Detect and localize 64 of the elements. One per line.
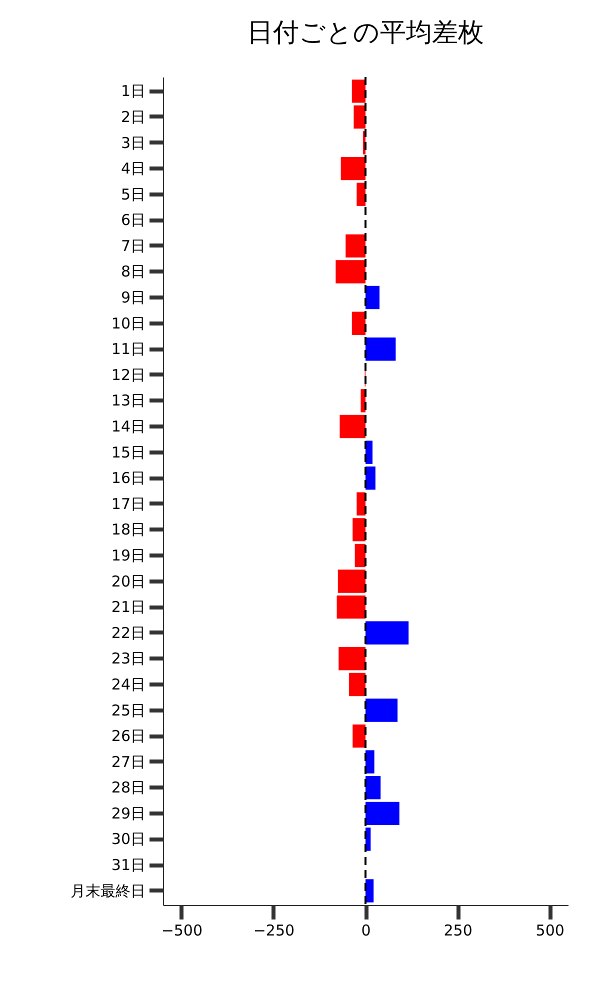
- y-tick-label: 22日: [111, 624, 146, 642]
- y-tick-label: 16日: [111, 469, 146, 488]
- bar: [366, 802, 400, 826]
- y-tick-label: 25日: [111, 701, 146, 720]
- bar: [352, 724, 366, 748]
- x-tick-label: 0: [361, 922, 371, 940]
- bar: [346, 234, 366, 258]
- bar: [340, 414, 366, 438]
- y-tick-label: 10日: [111, 314, 146, 332]
- bar: [354, 105, 366, 129]
- y-tick-label: 9日: [120, 288, 146, 307]
- bar: [366, 698, 398, 722]
- y-tick-label: 27日: [111, 752, 146, 771]
- y-tick-label: 31日: [111, 856, 146, 874]
- bar: [336, 595, 366, 619]
- y-tick-label: 29日: [111, 804, 146, 822]
- y-tick-label: 28日: [111, 778, 146, 797]
- bar: [336, 260, 366, 284]
- bar: [348, 672, 366, 696]
- y-tick-label: 14日: [111, 418, 146, 436]
- bar: [366, 466, 376, 490]
- y-tick-label: 11日: [111, 340, 146, 358]
- y-tick-label: 18日: [111, 520, 146, 539]
- y-tick-label: 12日: [111, 366, 146, 384]
- bar: [352, 80, 366, 103]
- y-tick-label: 2日: [120, 108, 146, 126]
- y-tick-label: 13日: [111, 392, 146, 410]
- y-tick-label: 4日: [120, 160, 146, 178]
- x-tick-label: −500: [161, 922, 203, 940]
- y-tick-label: 19日: [111, 546, 146, 564]
- bar: [356, 492, 366, 516]
- chart-title: 日付ごとの平均差枚: [247, 18, 484, 48]
- bar: [338, 570, 366, 593]
- y-tick-label: 20日: [111, 572, 146, 590]
- bar: [366, 750, 374, 774]
- y-tick-label: 23日: [111, 650, 146, 668]
- bar: [366, 286, 380, 310]
- y-tick-label: 15日: [111, 443, 146, 462]
- y-tick-label: 17日: [111, 494, 146, 513]
- bar: [366, 440, 372, 464]
- y-tick-label: 3日: [120, 134, 146, 152]
- y-tick-label: 5日: [120, 185, 146, 204]
- bar: [352, 312, 366, 335]
- y-tick-label: 24日: [111, 675, 146, 694]
- x-tick-label: −250: [253, 922, 295, 940]
- y-tick-label: 21日: [111, 598, 146, 616]
- y-tick-label: 月末最終日: [70, 882, 146, 900]
- bar: [354, 544, 366, 568]
- y-tick-label: 6日: [120, 211, 146, 230]
- bar: [340, 156, 366, 180]
- x-tick-label: 500: [536, 922, 564, 940]
- bar: [352, 518, 366, 542]
- y-tick-label: 7日: [120, 236, 146, 255]
- bar: [366, 879, 374, 902]
- x-tick-label: 250: [444, 922, 472, 940]
- bar: [366, 776, 381, 800]
- bar: [338, 647, 366, 670]
- y-tick-label: 1日: [120, 82, 146, 100]
- y-tick-label: 26日: [111, 727, 146, 746]
- y-tick-label: 8日: [120, 262, 146, 281]
- bar: [366, 621, 409, 644]
- bar: [366, 338, 396, 361]
- y-tick-label: 30日: [111, 830, 146, 848]
- bar: [356, 182, 366, 206]
